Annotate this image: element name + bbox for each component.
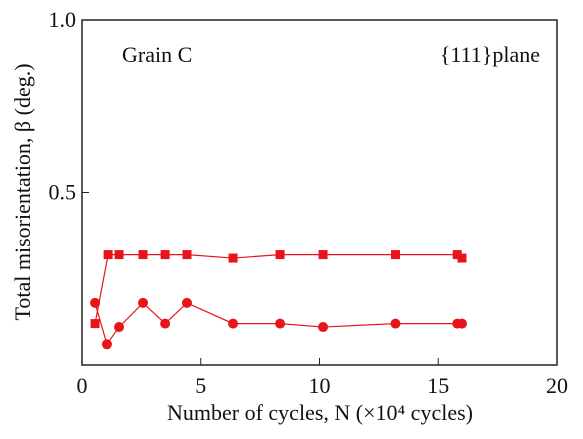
marker [275, 318, 286, 329]
annotation: Grain C [122, 42, 192, 67]
marker [390, 318, 401, 329]
marker [457, 253, 467, 263]
marker [90, 319, 100, 329]
marker [228, 318, 239, 329]
y-tick-label: 0.5 [49, 180, 77, 205]
marker [114, 322, 125, 333]
x-tick-label: 0 [77, 373, 88, 398]
marker [452, 250, 462, 260]
y-axis-label: Total misorientation, β (deg.) [10, 63, 35, 320]
marker [182, 250, 192, 260]
marker [138, 297, 149, 308]
y-tick-label: 1.0 [49, 7, 77, 32]
marker [181, 297, 192, 308]
annotation: {111}plane [440, 42, 540, 67]
marker [103, 250, 113, 260]
x-tick-label: 15 [427, 373, 449, 398]
marker [391, 250, 400, 260]
marker [114, 250, 124, 260]
x-tick-label: 10 [309, 373, 331, 398]
marker [318, 250, 328, 260]
marker [101, 339, 112, 350]
marker [160, 250, 170, 260]
marker [457, 318, 467, 329]
x-tick-label: 5 [195, 373, 206, 398]
marker [160, 318, 171, 329]
marker [318, 322, 329, 333]
marker [275, 250, 285, 260]
marker [138, 250, 148, 260]
x-axis-label: Number of cycles, N (×10⁴ cycles) [167, 400, 473, 425]
x-tick-label: 20 [546, 373, 568, 398]
marker [90, 297, 101, 308]
series-line [94, 254, 463, 324]
marker [228, 253, 238, 263]
